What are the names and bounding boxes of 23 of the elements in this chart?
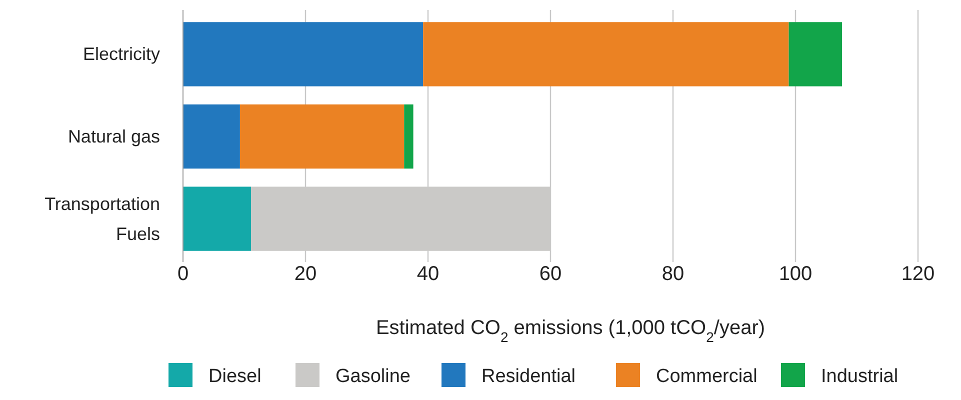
y-tick-label: Electricity [82, 44, 160, 64]
bar [183, 186, 251, 251]
x-tick-label: 0 [177, 263, 189, 285]
y-tick-label: Transportation Fuels [44, 194, 160, 244]
x-axis-title: Estimated CO$_{2}$ emissions (1,000 tCO$_{2}$/year) [376, 317, 766, 345]
x-tick-label: 120 [901, 263, 935, 285]
bar [183, 22, 424, 86]
x-tick-label: 60 [539, 263, 562, 285]
bar [183, 104, 240, 169]
x-tick-label: 100 [778, 263, 812, 285]
legend-label: Industrial [821, 366, 898, 387]
legend-label: Residential [482, 366, 576, 387]
bar [788, 22, 842, 86]
legend-label: Commercial [656, 366, 758, 387]
y-tick-label: Natural gas [68, 126, 160, 146]
x-tick-label: 20 [294, 263, 317, 285]
bar [423, 22, 789, 86]
legend-label: Gasoline [336, 366, 410, 387]
x-tick-label: 40 [416, 263, 440, 285]
x-tick-label: 80 [662, 263, 684, 285]
bar [404, 104, 414, 169]
legend-label: Diesel [208, 366, 262, 387]
bar [240, 104, 404, 169]
